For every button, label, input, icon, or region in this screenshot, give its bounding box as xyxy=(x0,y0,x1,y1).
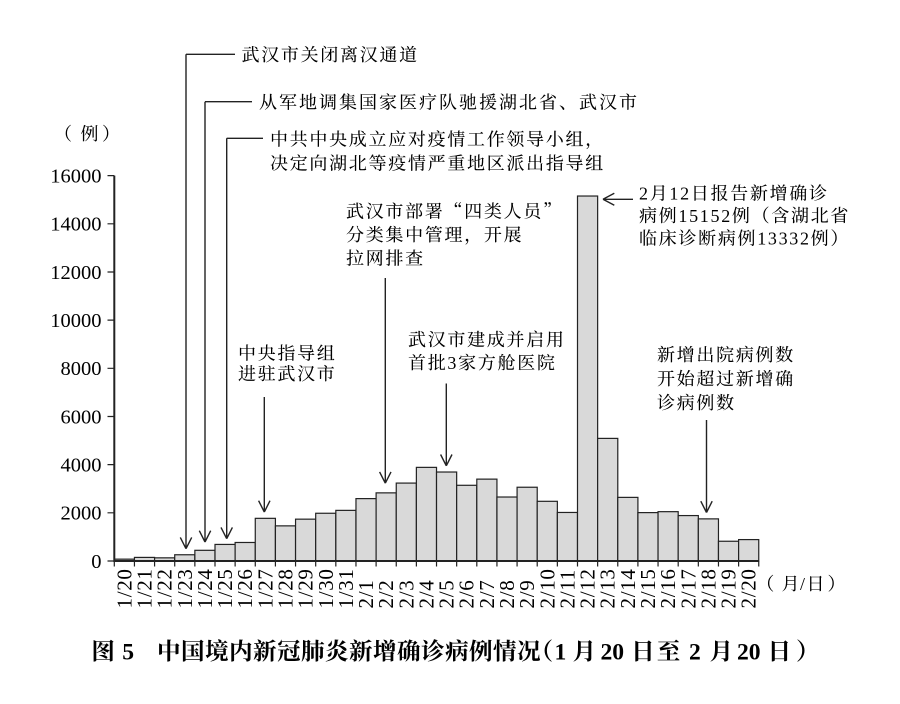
svg-text:2000: 2000 xyxy=(61,503,102,525)
svg-text:13332: 13332 xyxy=(757,229,811,249)
svg-text:2/6: 2/6 xyxy=(455,580,479,609)
svg-text:1/30: 1/30 xyxy=(314,568,338,608)
svg-text:1/25: 1/25 xyxy=(213,568,237,608)
svg-text:1/28: 1/28 xyxy=(274,568,298,608)
svg-text:8000: 8000 xyxy=(61,358,102,380)
svg-text:4000: 4000 xyxy=(61,454,102,476)
svg-text:2/10: 2/10 xyxy=(535,568,559,608)
svg-text:2/5: 2/5 xyxy=(435,580,459,609)
svg-text:2/8: 2/8 xyxy=(495,580,519,609)
svg-text:2/14: 2/14 xyxy=(616,568,640,608)
svg-text:1/23: 1/23 xyxy=(173,568,197,608)
svg-text:1/27: 1/27 xyxy=(253,568,277,608)
svg-text:0: 0 xyxy=(91,551,101,573)
svg-text:2: 2 xyxy=(689,640,701,666)
svg-text:12000: 12000 xyxy=(50,262,101,284)
svg-text:20: 20 xyxy=(737,640,761,666)
svg-text:1/24: 1/24 xyxy=(193,568,217,608)
svg-text:16000: 16000 xyxy=(50,165,101,187)
svg-text:2/20: 2/20 xyxy=(737,568,761,608)
svg-text:1/31: 1/31 xyxy=(334,568,358,608)
svg-text:2: 2 xyxy=(639,184,648,204)
svg-text:2/4: 2/4 xyxy=(415,580,439,609)
svg-text:1/22: 1/22 xyxy=(153,568,177,608)
svg-text:2/11: 2/11 xyxy=(555,569,579,608)
svg-text:2/16: 2/16 xyxy=(656,568,680,608)
svg-text:2/18: 2/18 xyxy=(696,568,720,608)
svg-text:14000: 14000 xyxy=(50,214,101,236)
svg-text:1/21: 1/21 xyxy=(133,568,157,608)
svg-text:2/9: 2/9 xyxy=(515,580,539,609)
svg-text:3: 3 xyxy=(447,353,456,373)
svg-text:2/15: 2/15 xyxy=(636,568,660,608)
svg-text:2/1: 2/1 xyxy=(354,580,378,609)
svg-text:1: 1 xyxy=(555,640,567,666)
svg-text:1/26: 1/26 xyxy=(233,568,257,608)
svg-text:2/3: 2/3 xyxy=(394,580,418,609)
svg-text:2/19: 2/19 xyxy=(717,568,741,608)
svg-text:1/20: 1/20 xyxy=(112,568,136,608)
svg-text:2/12: 2/12 xyxy=(576,568,600,608)
svg-text:15152: 15152 xyxy=(678,206,732,226)
svg-text:2/17: 2/17 xyxy=(676,568,700,608)
svg-text:/: / xyxy=(800,574,805,594)
svg-text:2/13: 2/13 xyxy=(596,568,620,608)
svg-text:2/2: 2/2 xyxy=(374,580,398,609)
svg-text:10000: 10000 xyxy=(50,310,101,332)
svg-text:5: 5 xyxy=(122,640,134,666)
svg-text:2/7: 2/7 xyxy=(475,580,499,609)
svg-text:1/29: 1/29 xyxy=(294,568,318,608)
svg-text:6000: 6000 xyxy=(61,406,102,428)
svg-text:12: 12 xyxy=(669,184,690,204)
svg-text:20: 20 xyxy=(601,640,625,666)
